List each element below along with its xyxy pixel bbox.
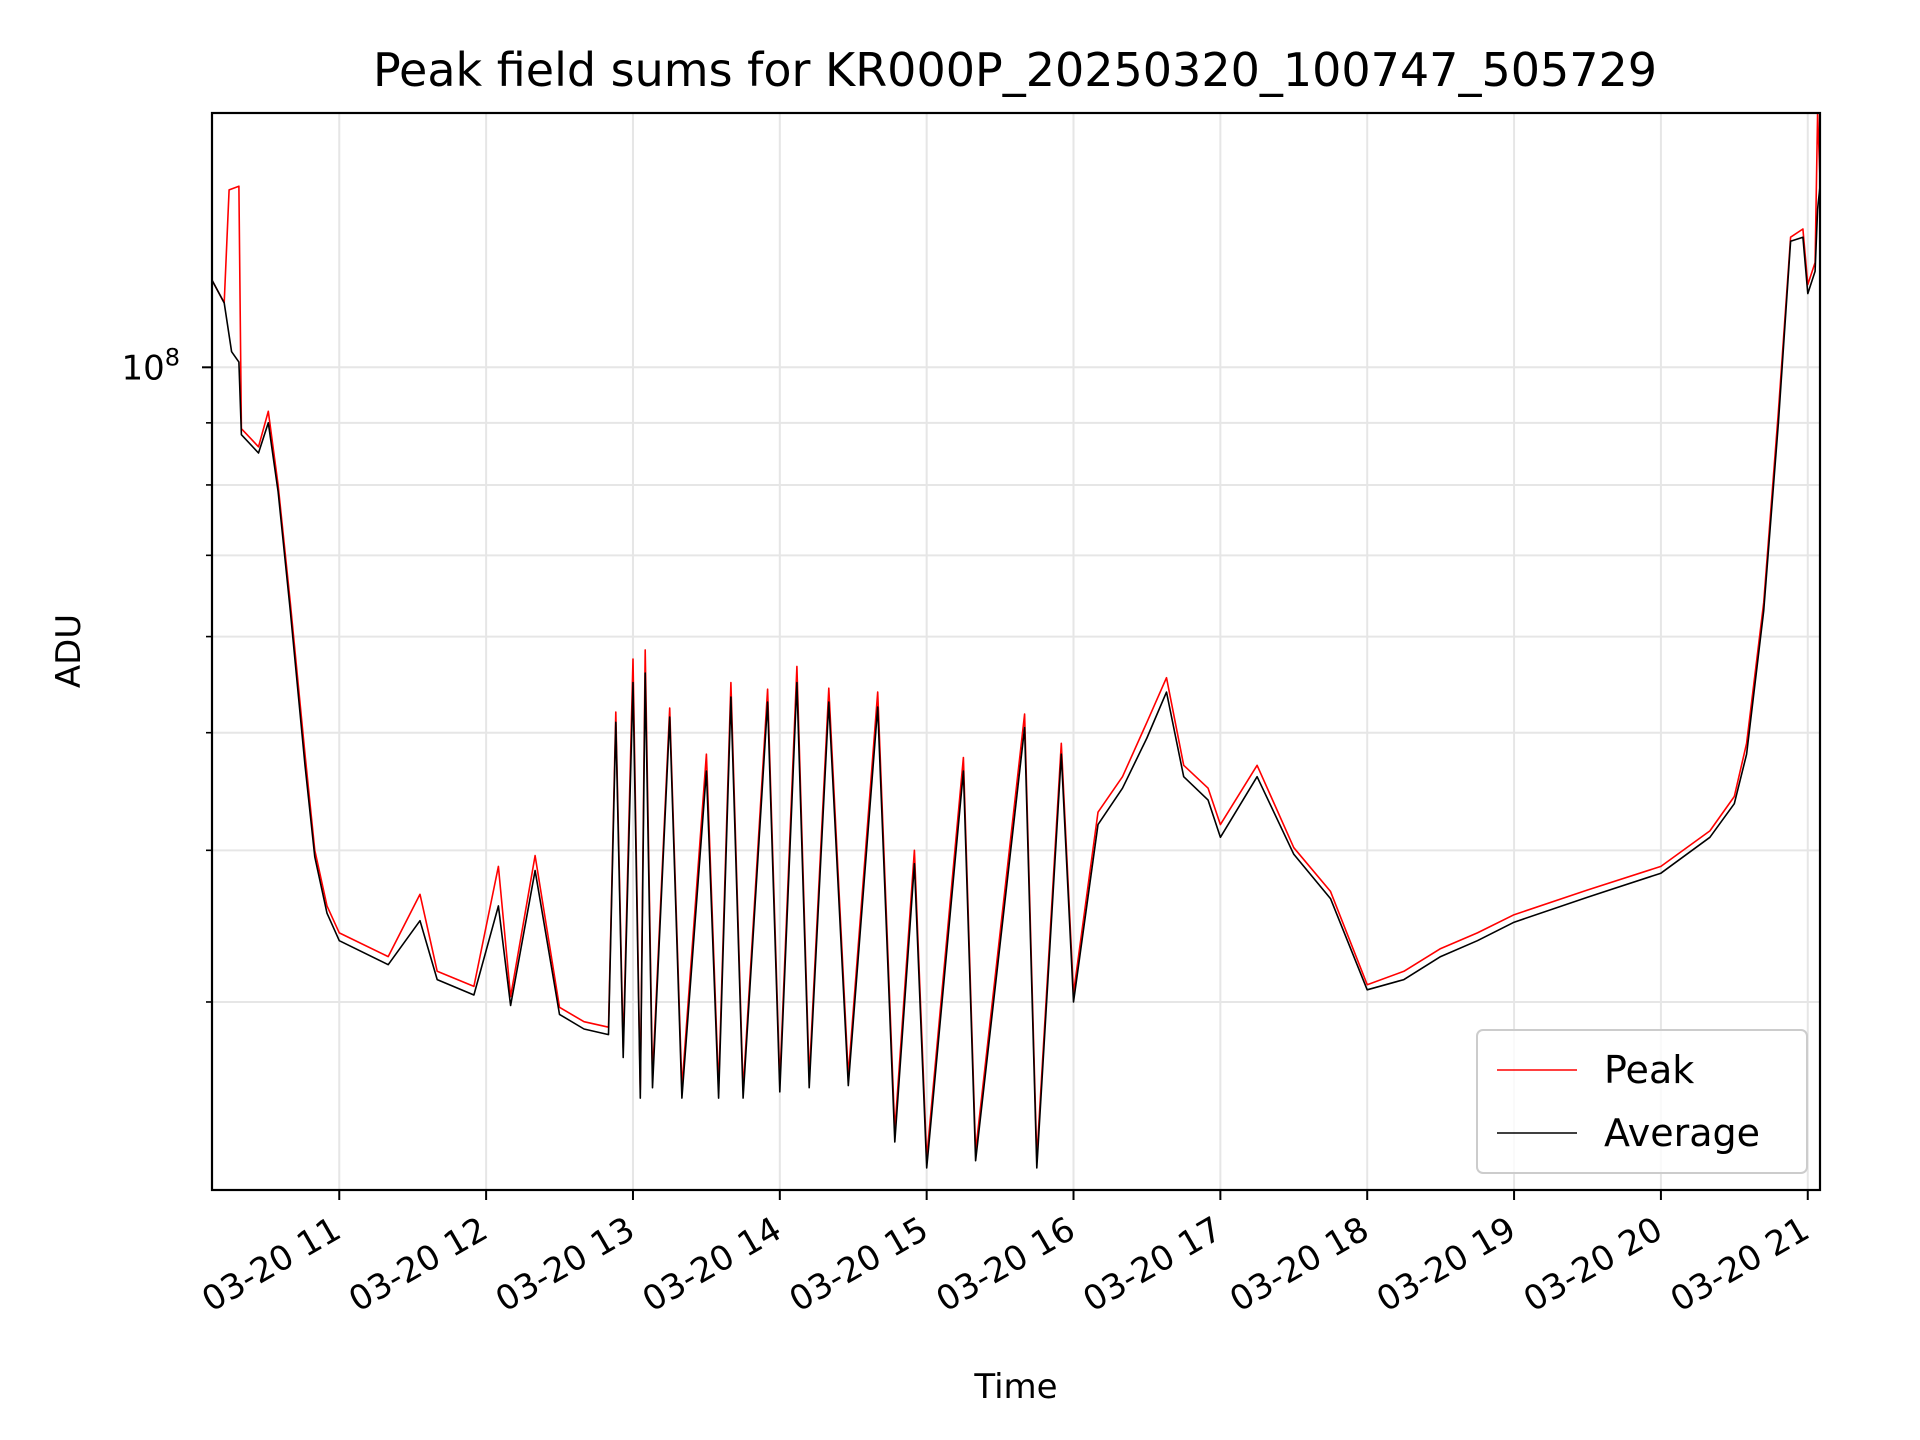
plot-frame [210, 111, 1822, 1192]
series-lines [211, 112, 1821, 1169]
series-line-peak [211, 112, 1821, 1160]
legend-box [1476, 1029, 1808, 1174]
legend-label-average: Average [1604, 1111, 1760, 1155]
legend: Peak Average [1476, 1029, 1808, 1174]
y-tick-label: 108 [121, 343, 180, 388]
x-axis-label: Time [973, 1367, 1057, 1407]
grid [212, 113, 1820, 1190]
y-axis-ticks: 108 [121, 343, 212, 1003]
legend-label-peak: Peak [1604, 1048, 1694, 1092]
chart-title: Peak field sums for KR000P_20250320_1007… [373, 43, 1657, 97]
y-axis-label: ADU [49, 614, 89, 688]
series-line-average [211, 186, 1821, 1169]
